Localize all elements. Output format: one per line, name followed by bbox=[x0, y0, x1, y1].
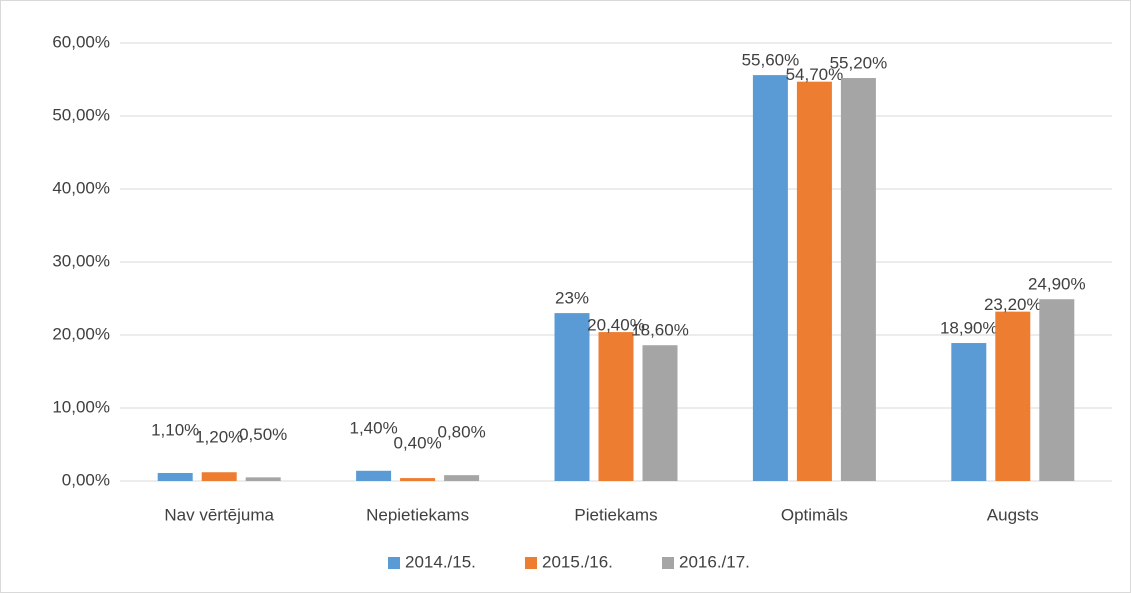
bar bbox=[157, 472, 193, 481]
legend-swatch bbox=[525, 557, 537, 569]
legend-label: 2016./17. bbox=[679, 552, 750, 571]
y-tick-label: 30,00% bbox=[52, 251, 110, 270]
legend-swatch bbox=[388, 557, 400, 569]
data-label: 55,20% bbox=[830, 54, 888, 73]
data-label: 24,90% bbox=[1028, 275, 1086, 294]
x-tick-label: Nav vērtējuma bbox=[164, 505, 274, 524]
y-tick-label: 10,00% bbox=[52, 397, 110, 416]
bar bbox=[554, 313, 590, 481]
legend-label: 2015./16. bbox=[542, 552, 613, 571]
data-label: 23,20% bbox=[984, 295, 1042, 314]
y-tick-label: 0,00% bbox=[62, 470, 110, 489]
x-tick-label: Pietiekams bbox=[574, 505, 657, 524]
data-label: 20,40% bbox=[587, 316, 645, 335]
x-tick-label: Augsts bbox=[987, 505, 1039, 524]
bar bbox=[400, 478, 436, 481]
data-label: 18,60% bbox=[631, 321, 689, 340]
y-tick-label: 50,00% bbox=[52, 105, 110, 124]
data-label: 23% bbox=[555, 289, 589, 308]
bar bbox=[444, 475, 480, 481]
bar bbox=[840, 78, 876, 481]
bar bbox=[752, 75, 788, 482]
bar bbox=[796, 81, 832, 481]
bar bbox=[201, 472, 237, 481]
bar bbox=[951, 343, 987, 481]
bar bbox=[245, 477, 281, 481]
legend-label: 2014./15. bbox=[405, 552, 476, 571]
y-tick-label: 60,00% bbox=[52, 32, 110, 51]
x-tick-label: Nepietiekams bbox=[366, 505, 469, 524]
bar bbox=[598, 332, 634, 481]
data-label: 18,90% bbox=[940, 319, 998, 338]
legend-swatch bbox=[662, 557, 674, 569]
bar bbox=[356, 470, 392, 481]
bar bbox=[1039, 299, 1075, 481]
x-tick-label: Optimāls bbox=[781, 505, 848, 524]
y-tick-label: 40,00% bbox=[52, 178, 110, 197]
y-tick-label: 20,00% bbox=[52, 324, 110, 343]
data-label: 0,50% bbox=[239, 425, 287, 444]
data-label: 55,60% bbox=[742, 51, 800, 70]
bar bbox=[995, 311, 1031, 481]
data-label: 1,40% bbox=[349, 418, 397, 437]
data-label: 0,80% bbox=[437, 423, 485, 442]
data-label: 1,20% bbox=[195, 428, 243, 447]
data-label: 0,40% bbox=[393, 434, 441, 453]
data-label: 1,10% bbox=[151, 420, 199, 439]
bar bbox=[642, 345, 678, 481]
data-label: 54,70% bbox=[786, 65, 844, 84]
